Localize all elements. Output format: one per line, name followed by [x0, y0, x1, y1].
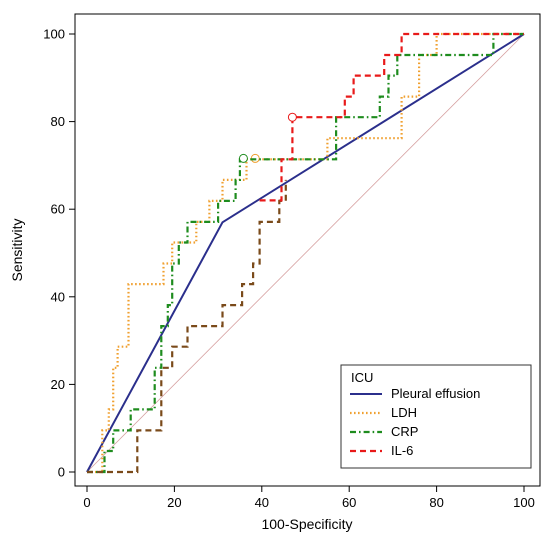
axes: 0 20 40 60 80 100 0 20 40 60 80 100: [43, 27, 535, 511]
legend: ICU Pleural effusion LDH CRP IL-6: [340, 364, 532, 469]
y-tick-label-4: 80: [51, 114, 65, 129]
series-line-pleural-effusion: [86, 33, 525, 473]
reference-diagonal: [86, 33, 525, 473]
legend-entry-3: IL-6: [391, 443, 413, 458]
legend-entry-2: CRP: [391, 424, 418, 439]
x-tick-label-5: 100: [513, 495, 535, 510]
y-tick-label-3: 60: [51, 202, 65, 217]
y-axis-label: Sensitivity: [9, 218, 25, 281]
plot-frame: [74, 13, 541, 487]
x-tick-label-4: 80: [429, 495, 443, 510]
series-line-il-6: [87, 179, 287, 474]
plot-area: [86, 32, 525, 474]
cutoff-marker-2: [238, 153, 248, 163]
x-axis-label: 100-Specificity: [261, 516, 352, 532]
y-tick-label-5: 100: [43, 27, 65, 42]
legend-entry-1: LDH: [391, 405, 417, 420]
y-tick-label-0: 0: [58, 465, 65, 480]
series-line-crp: [87, 32, 524, 474]
x-tick-label-2: 40: [255, 495, 269, 510]
legend-title: ICU: [351, 370, 373, 385]
y-tick-label-1: 20: [51, 377, 65, 392]
cutoff-marker-4: [287, 112, 297, 122]
x-tick-label-1: 20: [167, 495, 181, 510]
series-line-il-6-upper: [259, 32, 524, 202]
x-tick-label-0: 0: [83, 495, 90, 510]
x-tick-label-3: 60: [342, 495, 356, 510]
legend-entry-0: Pleural effusion: [391, 386, 480, 401]
y-tick-label-2: 40: [51, 289, 65, 304]
